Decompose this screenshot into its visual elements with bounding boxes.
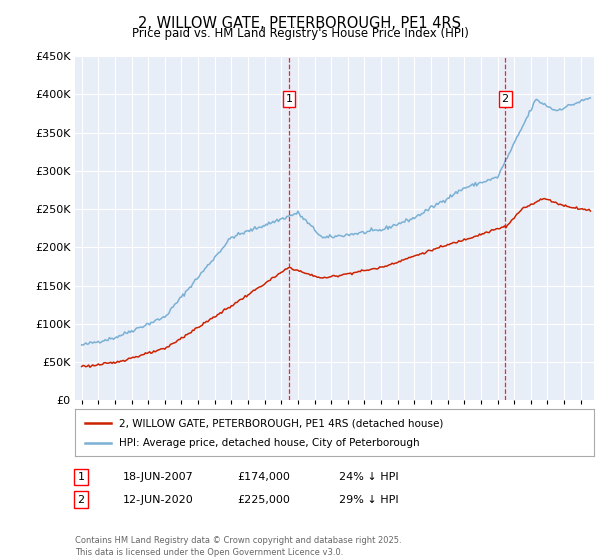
Text: 2: 2 [77,494,85,505]
Text: 2, WILLOW GATE, PETERBOROUGH, PE1 4RS: 2, WILLOW GATE, PETERBOROUGH, PE1 4RS [139,16,461,31]
Text: 12-JUN-2020: 12-JUN-2020 [123,494,194,505]
Text: £174,000: £174,000 [237,472,290,482]
Text: 2: 2 [502,94,509,104]
Text: £225,000: £225,000 [237,494,290,505]
Text: 1: 1 [77,472,85,482]
Text: 24% ↓ HPI: 24% ↓ HPI [339,472,398,482]
Text: Contains HM Land Registry data © Crown copyright and database right 2025.
This d: Contains HM Land Registry data © Crown c… [75,536,401,557]
Text: Price paid vs. HM Land Registry's House Price Index (HPI): Price paid vs. HM Land Registry's House … [131,27,469,40]
Text: 1: 1 [286,94,292,104]
Text: 18-JUN-2007: 18-JUN-2007 [123,472,194,482]
Text: 2, WILLOW GATE, PETERBOROUGH, PE1 4RS (detached house): 2, WILLOW GATE, PETERBOROUGH, PE1 4RS (d… [119,418,443,428]
Text: HPI: Average price, detached house, City of Peterborough: HPI: Average price, detached house, City… [119,438,420,448]
Text: 29% ↓ HPI: 29% ↓ HPI [339,494,398,505]
